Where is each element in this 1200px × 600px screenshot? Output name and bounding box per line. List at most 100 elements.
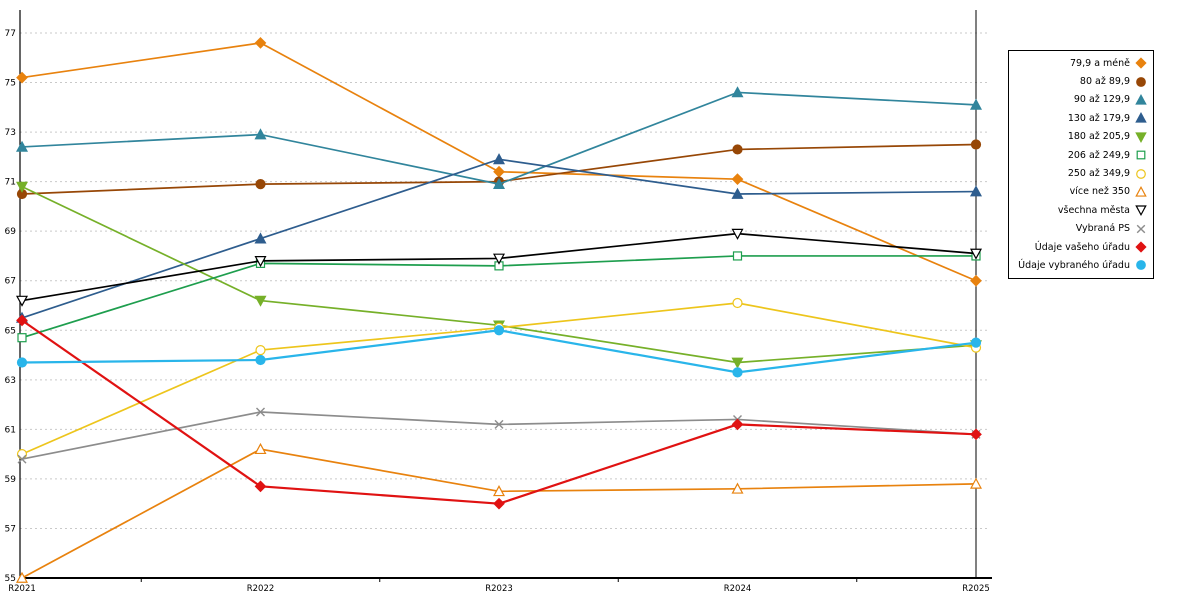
legend-label: 206 až 249,9 xyxy=(1067,149,1130,161)
legend-label: 180 až 205,9 xyxy=(1067,131,1130,143)
legend-item: Údaje vybraného úřadu xyxy=(1014,256,1148,274)
legend-item: všechna města xyxy=(1014,201,1148,219)
circle-marker-icon xyxy=(732,367,743,378)
legend-marker-icon xyxy=(1136,76,1146,87)
circle-marker-icon xyxy=(1136,168,1146,179)
legend-marker-icon xyxy=(1135,93,1147,105)
triangle-down-marker-icon xyxy=(254,295,267,307)
circle-marker-icon xyxy=(16,357,28,368)
series-line xyxy=(21,185,977,364)
triangle-up-marker-icon xyxy=(254,232,267,244)
diamond-marker-icon xyxy=(731,173,744,186)
legend-item: 80 až 89,9 xyxy=(1014,72,1148,90)
triangle-up-marker-icon xyxy=(492,485,506,497)
triangle-up-marker-icon xyxy=(15,571,29,583)
legend-label: 80 až 89,9 xyxy=(1079,76,1130,88)
legend-item: 130 až 179,9 xyxy=(1014,109,1148,127)
x-marker-icon xyxy=(494,419,504,429)
triangle-up-marker-icon xyxy=(969,185,983,197)
circle-marker-icon xyxy=(732,297,743,309)
legend-label: 90 až 129,9 xyxy=(1073,94,1130,106)
square-marker-icon xyxy=(1136,150,1146,160)
y-axis-label: 67 xyxy=(5,277,16,287)
series-0 xyxy=(16,37,982,287)
circle-marker-icon xyxy=(16,449,28,460)
triangle-down-marker-icon xyxy=(254,256,267,268)
triangle-down-marker-icon xyxy=(15,181,29,193)
diamond-marker-icon xyxy=(1135,241,1147,253)
triangle-up-marker-icon xyxy=(492,153,506,165)
diamond-marker-icon xyxy=(16,71,28,84)
triangle-up-marker-icon xyxy=(1135,185,1147,197)
triangle-down-marker-icon xyxy=(492,253,506,265)
y-axis-label: 77 xyxy=(5,29,16,39)
triangle-up-marker-icon xyxy=(254,128,267,140)
square-marker-icon xyxy=(732,251,743,261)
triangle-up-marker-icon xyxy=(731,482,744,494)
chart-legend: 79,9 a méně 80 až 89,9 90 až 129,9 130 až 1… xyxy=(1008,50,1154,279)
legend-marker-icon xyxy=(1136,260,1146,271)
triangle-down-marker-icon xyxy=(1135,132,1147,143)
legend-marker-icon xyxy=(1136,168,1146,179)
series-8 xyxy=(15,228,983,307)
diamond-marker-icon xyxy=(731,418,744,431)
legend-item: 250 až 349,9 xyxy=(1014,164,1148,182)
circle-marker-icon xyxy=(493,325,505,336)
legend-label: 79,9 a méně xyxy=(1070,57,1130,69)
legend-label: více než 350 xyxy=(1069,186,1130,198)
y-axis-label: 59 xyxy=(5,475,17,485)
diamond-marker-icon xyxy=(493,165,505,178)
y-axis-label: 75 xyxy=(5,79,16,89)
circle-marker-icon xyxy=(255,354,266,366)
diamond-marker-icon xyxy=(254,480,267,493)
x-axis-label: R2021 xyxy=(8,584,36,594)
series-9 xyxy=(17,407,981,464)
series-line xyxy=(21,319,977,505)
triangle-up-marker-icon xyxy=(1135,112,1147,123)
diamond-marker-icon xyxy=(493,497,505,510)
diamond-marker-icon xyxy=(1135,57,1147,69)
y-axis-label: 61 xyxy=(5,425,16,435)
legend-marker-icon xyxy=(1135,132,1147,143)
triangle-up-marker-icon xyxy=(254,442,267,455)
legend-marker-icon xyxy=(1135,241,1147,253)
circle-marker-icon xyxy=(1136,76,1146,87)
legend-item: 206 až 249,9 xyxy=(1014,146,1148,164)
legend-label: všechna města xyxy=(1057,204,1130,216)
legend-marker-icon xyxy=(1135,57,1147,69)
circle-marker-icon xyxy=(1136,260,1146,271)
triangle-up-marker-icon xyxy=(731,187,744,199)
legend-item: 180 až 205,9 xyxy=(1014,128,1148,146)
legend-item: 90 až 129,9 xyxy=(1014,91,1148,109)
legend-item: více než 350 xyxy=(1014,183,1148,201)
legend-marker-icon xyxy=(1135,205,1147,217)
square-marker-icon xyxy=(17,333,27,343)
y-axis-label: 63 xyxy=(5,376,16,386)
y-axis-label: 71 xyxy=(5,178,16,188)
series-line xyxy=(21,448,977,579)
y-axis-label: 73 xyxy=(5,128,16,138)
series-line xyxy=(21,329,977,374)
triangle-down-marker-icon xyxy=(969,248,983,260)
legend-marker-icon xyxy=(1135,112,1147,123)
y-axis-label: 57 xyxy=(5,524,16,534)
legend-item: Údaje vašeho úřadu xyxy=(1014,238,1148,256)
legend-label: 130 až 179,9 xyxy=(1067,112,1130,124)
circle-marker-icon xyxy=(255,179,266,190)
x-axis-label: R2023 xyxy=(485,584,513,594)
x-marker-icon xyxy=(17,454,27,464)
legend-label: Údaje vybraného úřadu xyxy=(1018,259,1130,271)
triangle-down-marker-icon xyxy=(15,295,29,307)
diamond-marker-icon xyxy=(16,314,28,327)
circle-marker-icon xyxy=(970,337,982,348)
circle-marker-icon xyxy=(732,144,743,155)
legend-item: Vybraná PS xyxy=(1014,220,1148,238)
diamond-marker-icon xyxy=(254,37,267,49)
series-11 xyxy=(16,325,982,378)
triangle-down-marker-icon xyxy=(731,357,744,369)
diamond-marker-icon xyxy=(970,274,982,287)
triangle-up-marker-icon xyxy=(15,140,29,152)
x-axis-label: R2022 xyxy=(247,584,275,594)
legend-marker-icon xyxy=(1135,185,1147,197)
